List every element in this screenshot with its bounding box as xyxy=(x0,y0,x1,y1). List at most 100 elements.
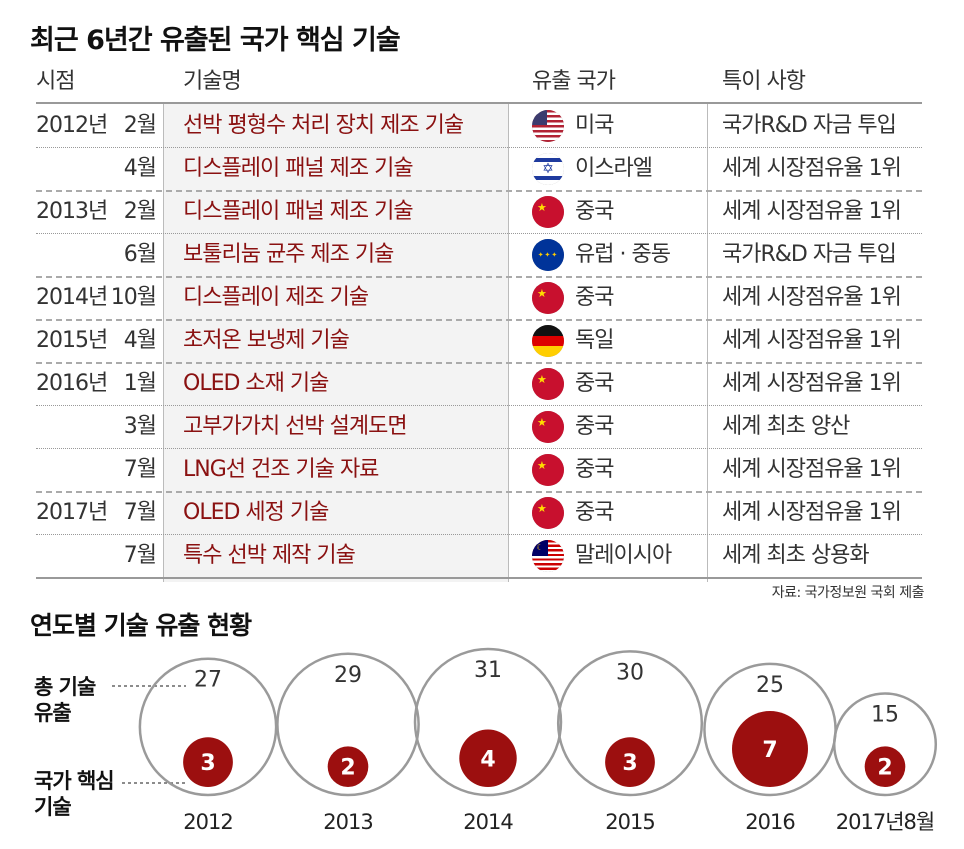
core-value-label: 4 xyxy=(480,747,495,772)
row-month: 2월 xyxy=(123,113,157,138)
table-row: 2014년 10월 디스플레이 제조 기술 중국 세계 시장점유율 1위 ★ xyxy=(0,276,964,319)
table-row: 2017년 7월 OLED 세정 기술 중국 세계 시장점유율 1위 ★ xyxy=(0,491,964,534)
column-divider xyxy=(508,104,509,582)
china-flag-icon: ★ xyxy=(532,411,564,443)
row-month: 7월 xyxy=(123,500,157,525)
core-value-label: 2 xyxy=(340,756,355,781)
china-flag-icon: ★ xyxy=(532,368,564,400)
header-tech: 기술명 xyxy=(183,69,242,94)
china-flag-icon: ★ xyxy=(532,454,564,486)
year-label: 2014 xyxy=(463,810,513,834)
year-label: 2013 xyxy=(323,810,372,834)
core-bubble xyxy=(732,711,808,787)
year-label: 2016 xyxy=(745,810,795,834)
column-divider xyxy=(163,104,164,582)
core-value-label: 3 xyxy=(200,751,215,776)
row-year: 2014년 xyxy=(36,285,108,310)
column-divider xyxy=(707,104,708,582)
row-year: 2013년 xyxy=(36,199,108,224)
row-country: 중국 xyxy=(575,500,614,525)
core-bubble xyxy=(183,737,233,787)
row-month: 1월 xyxy=(123,371,157,396)
row-country: 미국 xyxy=(575,113,614,138)
row-note: 국가R&D 자금 투입 xyxy=(722,113,897,138)
bubble-chart-title: 연도별 기술 유출 현황 xyxy=(30,611,252,640)
row-month: 2월 xyxy=(123,199,157,224)
row-tech-name: OLED 세정 기술 xyxy=(183,500,329,525)
row-tech-name: 디스플레이 패널 제조 기술 xyxy=(183,156,414,181)
row-country: 중국 xyxy=(575,285,614,310)
row-divider xyxy=(36,147,922,148)
table-row: 2015년 4월 초저온 보냉제 기술 독일 세계 시장점유율 1위 xyxy=(0,319,964,362)
row-note: 세계 시장점유율 1위 xyxy=(722,328,902,353)
china-flag-icon: ★ xyxy=(532,497,564,529)
row-note: 세계 시장점유율 1위 xyxy=(722,199,902,224)
source-note: 자료: 국가정보원 국회 제출 xyxy=(771,585,925,601)
total-bubble xyxy=(413,647,563,797)
row-tech-name: 고부가가치 선박 설계도면 xyxy=(183,414,408,439)
row-country: 이스라엘 xyxy=(575,156,653,181)
row-note: 세계 시장점유율 1위 xyxy=(722,285,902,310)
table-row: 6월 보툴리눔 균주 제조 기술 유럽 · 중동 국가R&D 자금 투입 ✦✦✦ xyxy=(0,233,964,276)
total-value-label: 31 xyxy=(474,658,502,683)
header-divider xyxy=(36,102,922,104)
core-value-label: 3 xyxy=(622,751,637,776)
row-divider xyxy=(36,491,922,493)
year-label: 2017년8월 xyxy=(836,810,934,834)
row-tech-name: OLED 소재 기술 xyxy=(183,371,329,396)
label-total-text: 총 기술 유출 xyxy=(34,675,96,725)
year-label: 2015 xyxy=(605,810,654,834)
row-tech-name: 초저온 보냉제 기술 xyxy=(183,328,350,353)
row-country: 중국 xyxy=(575,457,614,482)
row-country: 독일 xyxy=(575,328,614,353)
row-note: 국가R&D 자금 투입 xyxy=(722,242,897,267)
total-bubble xyxy=(276,652,420,797)
row-tech-name: 특수 선박 제작 기술 xyxy=(183,543,356,568)
header-note: 특이 사항 xyxy=(722,69,806,94)
israel-flag-icon: ✡ xyxy=(532,153,564,185)
total-bubble xyxy=(832,692,938,797)
row-country: 중국 xyxy=(575,414,614,439)
table-row: 2012년 2월 선박 평형수 처리 장치 제조 기술 미국 국가R&D 자금 투입 xyxy=(0,104,964,147)
total-value-label: 27 xyxy=(194,668,222,693)
table-row: 7월 특수 선박 제작 기술 말레이시아 세계 최초 상용화 ☾ xyxy=(0,534,964,577)
table-row: 7월 LNG선 건조 기술 자료 중국 세계 시장점유율 1위 ★ xyxy=(0,448,964,491)
total-bubble xyxy=(556,650,704,797)
row-month: 7월 xyxy=(123,543,157,568)
china-flag-icon: ★ xyxy=(532,282,564,314)
label-total-leaks: 총 기술 유출 xyxy=(34,674,114,726)
header-country: 유출 국가 xyxy=(532,69,616,94)
row-note: 세계 시장점유율 1위 xyxy=(722,371,902,396)
total-value-label: 30 xyxy=(616,660,644,685)
table-row: 4월 디스플레이 패널 제조 기술 이스라엘 세계 시장점유율 1위 ✡ xyxy=(0,147,964,190)
row-year: 2017년 xyxy=(36,500,108,525)
row-year: 2016년 xyxy=(36,371,108,396)
row-note: 세계 최초 양산 xyxy=(722,414,850,439)
row-country: 중국 xyxy=(575,371,614,396)
germany-flag-icon xyxy=(532,325,564,357)
row-tech-name: LNG선 건조 기술 자료 xyxy=(183,457,379,482)
row-month: 10월 xyxy=(110,285,157,310)
total-value-label: 15 xyxy=(871,702,899,727)
china-flag-icon: ★ xyxy=(532,196,564,228)
core-bubble xyxy=(605,737,655,787)
row-divider xyxy=(36,448,922,449)
malaysia-flag-icon: ☾ xyxy=(532,540,564,572)
row-month: 4월 xyxy=(123,156,157,181)
total-value-label: 29 xyxy=(334,663,362,688)
header-time: 시점 xyxy=(36,69,75,94)
row-divider xyxy=(36,319,922,321)
core-value-label: 7 xyxy=(762,738,777,763)
row-divider xyxy=(36,276,922,278)
table-row: 2016년 1월 OLED 소재 기술 중국 세계 시장점유율 1위 ★ xyxy=(0,362,964,405)
core-bubble xyxy=(459,729,517,788)
row-tech-name: 디스플레이 제조 기술 xyxy=(183,285,369,310)
row-note: 세계 시장점유율 1위 xyxy=(722,156,902,181)
row-year: 2015년 xyxy=(36,328,108,353)
total-value-label: 25 xyxy=(756,673,784,698)
chart-title: 최근 6년간 유출된 국가 핵심 기술 xyxy=(30,25,401,56)
row-country: 말레이시아 xyxy=(575,543,672,568)
row-divider xyxy=(36,190,922,192)
row-year: 2012년 xyxy=(36,113,108,138)
